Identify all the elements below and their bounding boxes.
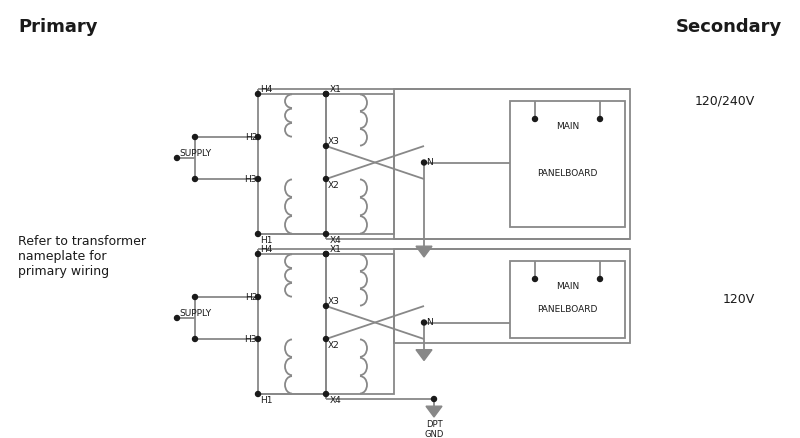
Bar — [258, 95, 326, 234]
Circle shape — [255, 177, 261, 182]
Polygon shape — [416, 247, 432, 258]
Text: H3: H3 — [245, 175, 257, 184]
Text: H3: H3 — [245, 335, 257, 344]
Circle shape — [598, 117, 602, 122]
Text: H4: H4 — [260, 85, 272, 94]
Circle shape — [255, 252, 261, 257]
Circle shape — [323, 92, 329, 97]
Text: H4: H4 — [260, 244, 272, 254]
Circle shape — [323, 304, 329, 309]
Bar — [326, 95, 394, 234]
Bar — [326, 254, 394, 394]
Circle shape — [193, 295, 198, 300]
Circle shape — [323, 144, 329, 149]
Text: MAIN: MAIN — [556, 281, 579, 290]
Circle shape — [255, 232, 261, 237]
Circle shape — [323, 392, 329, 396]
Text: 120/240V: 120/240V — [694, 95, 755, 108]
Text: PANELBOARD: PANELBOARD — [538, 169, 598, 178]
Circle shape — [323, 232, 329, 237]
Bar — [510, 261, 625, 338]
Circle shape — [533, 277, 538, 282]
Text: Primary: Primary — [18, 18, 98, 36]
Text: PANELBOARD: PANELBOARD — [538, 304, 598, 313]
Circle shape — [174, 156, 179, 161]
Circle shape — [255, 135, 261, 140]
Text: H2: H2 — [245, 293, 257, 302]
Circle shape — [174, 316, 179, 321]
Circle shape — [255, 92, 261, 97]
Text: H1: H1 — [260, 395, 273, 404]
Bar — [394, 249, 630, 343]
Circle shape — [422, 320, 426, 325]
Circle shape — [431, 396, 437, 402]
Text: Secondary: Secondary — [676, 18, 782, 36]
Text: X4: X4 — [330, 395, 342, 404]
Circle shape — [323, 252, 329, 257]
Text: 120V: 120V — [722, 293, 755, 306]
Bar — [510, 102, 625, 227]
Text: SUPPLY: SUPPLY — [179, 308, 211, 317]
Text: H2: H2 — [245, 133, 257, 142]
Text: X1: X1 — [330, 244, 342, 254]
Text: X2: X2 — [328, 340, 340, 349]
Text: H1: H1 — [260, 236, 273, 244]
Circle shape — [255, 392, 261, 396]
Text: N: N — [426, 158, 433, 166]
Text: SUPPLY: SUPPLY — [179, 148, 211, 158]
Circle shape — [422, 161, 426, 166]
Bar — [258, 254, 326, 394]
Polygon shape — [426, 406, 442, 417]
Circle shape — [323, 92, 329, 97]
Circle shape — [193, 135, 198, 140]
Circle shape — [323, 177, 329, 182]
Circle shape — [323, 337, 329, 342]
Text: X1: X1 — [330, 85, 342, 94]
Text: Refer to transformer
nameplate for
primary wiring: Refer to transformer nameplate for prima… — [18, 234, 146, 277]
Text: X3: X3 — [328, 297, 340, 305]
Circle shape — [255, 295, 261, 300]
Circle shape — [598, 277, 602, 282]
Circle shape — [533, 117, 538, 122]
Text: MAIN: MAIN — [556, 122, 579, 131]
Bar — [394, 90, 630, 240]
Circle shape — [193, 177, 198, 182]
Text: N: N — [426, 317, 433, 326]
Circle shape — [323, 252, 329, 257]
Polygon shape — [416, 350, 432, 360]
Text: X3: X3 — [328, 137, 340, 146]
Text: X2: X2 — [328, 180, 340, 190]
Circle shape — [255, 337, 261, 342]
Text: DPT
GND: DPT GND — [424, 419, 444, 438]
Text: X4: X4 — [330, 236, 342, 244]
Circle shape — [193, 337, 198, 342]
